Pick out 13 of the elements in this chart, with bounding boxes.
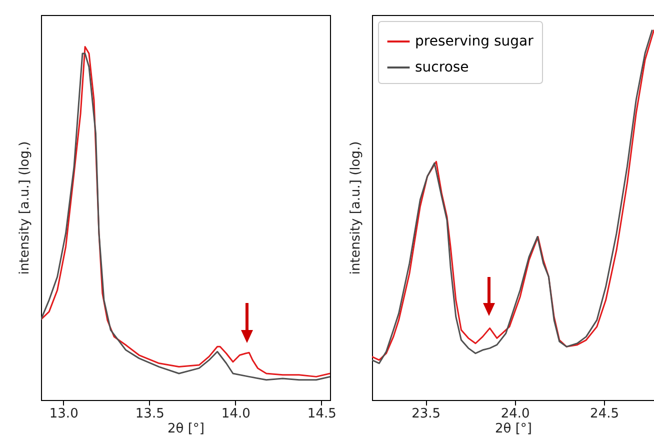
y-axis-title: intensity [a.u.] (log.)	[348, 141, 364, 275]
x-tick-label: 13.0	[49, 406, 78, 422]
x-tick-label: 23.5	[412, 406, 441, 422]
legend-label: sucrose	[415, 60, 469, 76]
y-axis-title: intensity [a.u.] (log.)	[18, 141, 32, 275]
x-tick-label: 14.5	[307, 406, 336, 422]
x-axis-title: 2θ [°]	[494, 422, 532, 436]
x-tick-label: 14.0	[221, 406, 250, 422]
legend-label: preserving sugar	[415, 34, 534, 50]
x-tick-label: 24.0	[500, 406, 530, 422]
x-axis-title: 2θ [°]	[167, 422, 205, 436]
x-tick-label: 24.5	[590, 406, 619, 422]
x-tick-label: 13.5	[135, 406, 164, 422]
